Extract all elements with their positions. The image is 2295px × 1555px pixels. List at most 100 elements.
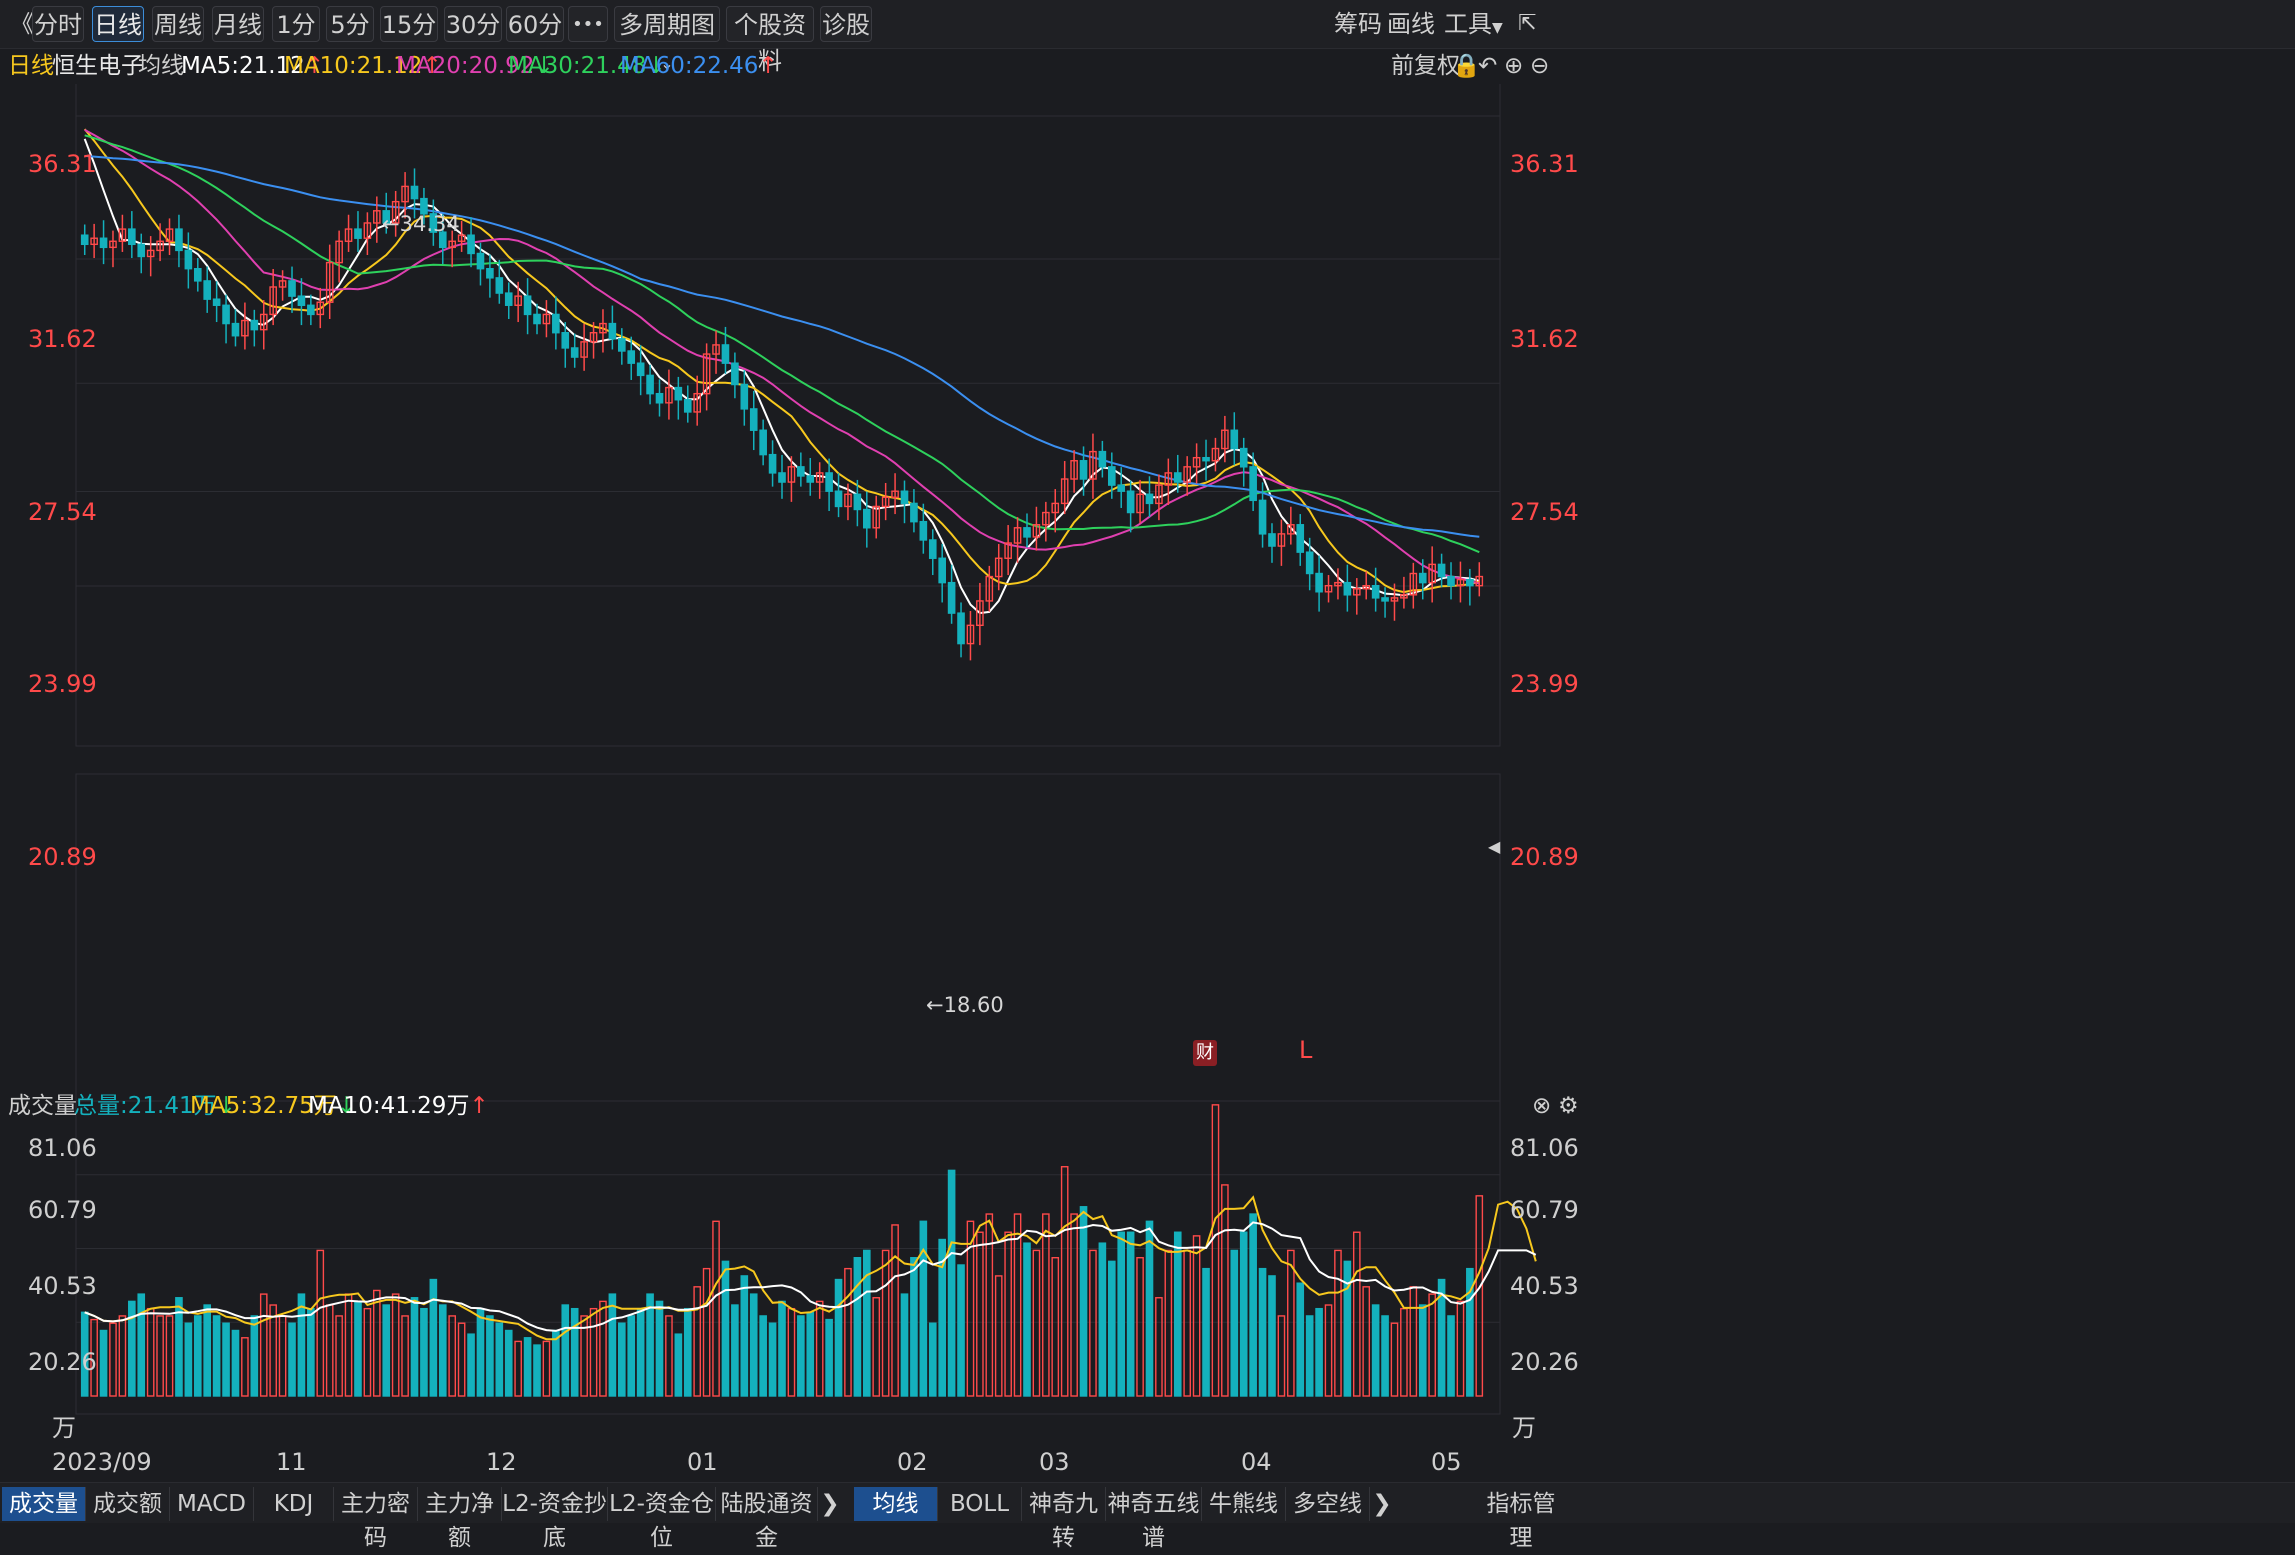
- volume-bar: [928, 1322, 937, 1397]
- low-annotation: ←18.60: [926, 993, 1004, 1017]
- candle-body: [1334, 581, 1342, 587]
- zoom-in-icon[interactable]: ⊕: [1504, 53, 1524, 79]
- adjust-button[interactable]: 前复权: [1391, 53, 1460, 79]
- candle-body: [1089, 450, 1097, 480]
- close-icon[interactable]: ⊗: [1532, 1093, 1552, 1119]
- volume-bar: [467, 1333, 475, 1397]
- kline-chart[interactable]: [0, 84, 2295, 1524]
- volume-bar: [608, 1293, 617, 1397]
- candle-body: [128, 228, 136, 246]
- candle-body: [486, 268, 494, 279]
- candle-body: [749, 408, 758, 431]
- l-marker[interactable]: L: [1299, 1036, 1313, 1064]
- tab-l2-bottom[interactable]: L2-资金抄底: [502, 1487, 608, 1551]
- multi-period-button[interactable]: 多周期图 ⌄: [614, 6, 720, 73]
- diagnose-button[interactable]: 诊股: [820, 6, 872, 42]
- period-tab-60min[interactable]: 60分: [506, 6, 564, 42]
- period-tab-weekly[interactable]: 周线: [152, 6, 204, 42]
- expand-icon[interactable]: ⇱: [1518, 11, 1537, 36]
- candle-body: [1070, 460, 1078, 480]
- candle-body: [1428, 563, 1436, 584]
- volume-bar: [146, 1307, 155, 1397]
- tab-long-short[interactable]: 多空线: [1286, 1487, 1370, 1521]
- volume-bar: [1089, 1249, 1097, 1397]
- volume-bar: [231, 1329, 240, 1397]
- tab-magic-five[interactable]: 神奇五线谱: [1106, 1487, 1202, 1551]
- candle-body: [627, 350, 636, 364]
- chevron-right-icon[interactable]: ❯: [820, 1491, 840, 1517]
- volume-tick-right: 81.06: [1510, 1134, 1579, 1162]
- volume-ma10-line: [84, 1195, 1537, 1341]
- price-tick-right: 27.54: [1510, 498, 1579, 526]
- candle-body: [1230, 429, 1239, 450]
- tab-main-code[interactable]: 主力密码: [334, 1487, 418, 1551]
- tab-kdj[interactable]: KDJ: [254, 1487, 334, 1521]
- tab-ma-overlay[interactable]: 均线: [854, 1487, 938, 1521]
- volume-bar: [542, 1340, 551, 1397]
- volume-bar: [618, 1322, 626, 1397]
- candle-body: [1202, 456, 1210, 462]
- volume-tick-right: 20.26: [1510, 1348, 1579, 1376]
- tab-bull-bear[interactable]: 牛熊线: [1202, 1487, 1286, 1521]
- volume-bar: [373, 1289, 381, 1397]
- candle-body: [438, 231, 447, 249]
- period-tab-5min[interactable]: 5分: [326, 6, 374, 42]
- tab-macd[interactable]: MACD: [170, 1487, 254, 1521]
- back-icon[interactable]: 《: [10, 10, 34, 38]
- chevron-right-icon[interactable]: ❯: [1372, 1491, 1392, 1517]
- period-tab-30min[interactable]: 30分: [444, 6, 502, 42]
- volume-bar: [976, 1231, 984, 1397]
- candle-body: [1343, 581, 1352, 596]
- tools-button[interactable]: 工具▼: [1444, 6, 1503, 42]
- period-tab-monthly[interactable]: 月线: [212, 6, 264, 42]
- volume-bar: [278, 1315, 287, 1397]
- candle-body: [99, 237, 108, 249]
- chips-button[interactable]: 筹码: [1334, 10, 1382, 38]
- volume-bar: [410, 1297, 419, 1397]
- zoom-out-icon[interactable]: ⊖: [1530, 53, 1550, 79]
- tab-l2-position[interactable]: L2-资金仓位: [608, 1487, 716, 1551]
- period-tab-daily[interactable]: 日线: [92, 6, 144, 42]
- date-tick: 11: [276, 1448, 307, 1476]
- price-tick-left: 27.54: [28, 498, 97, 526]
- up-arrow-icon: ↑: [758, 53, 778, 79]
- volume-bar: [1268, 1275, 1276, 1397]
- volume-bar: [1126, 1231, 1135, 1397]
- undo-icon[interactable]: ↶: [1478, 53, 1498, 79]
- tab-boll[interactable]: BOLL: [938, 1487, 1022, 1521]
- volume-bar: [344, 1293, 353, 1397]
- candle-body: [137, 243, 146, 258]
- draw-button[interactable]: 画线: [1387, 10, 1435, 38]
- indicator-manage-button[interactable]: 指标管理: [1486, 1491, 1556, 1551]
- volume-bar: [1221, 1184, 1229, 1397]
- period-tab-fenshi[interactable]: 分时: [32, 6, 84, 42]
- candle-body: [391, 200, 400, 224]
- volume-bar: [1447, 1315, 1455, 1397]
- finance-marker[interactable]: 财: [1193, 1040, 1217, 1066]
- period-tab-15min[interactable]: 15分: [380, 6, 438, 42]
- candle-body: [731, 362, 739, 386]
- volume-bar: [1136, 1257, 1144, 1397]
- stock-info-button[interactable]: 个股资料: [726, 6, 814, 75]
- period-tab-1min[interactable]: 1分: [272, 6, 320, 42]
- more-icon[interactable]: •••: [568, 6, 608, 42]
- volume-bar: [552, 1329, 560, 1397]
- volume-bar: [759, 1315, 767, 1397]
- candle-body: [514, 295, 522, 306]
- tab-volume[interactable]: 成交量: [2, 1487, 86, 1521]
- volume-bar: [749, 1293, 758, 1397]
- volume-bar: [636, 1307, 645, 1397]
- volume-bar: [354, 1300, 362, 1397]
- lock-icon[interactable]: 🔒: [1452, 53, 1481, 79]
- gear-icon[interactable]: ⚙: [1558, 1093, 1579, 1119]
- candle-body: [118, 228, 127, 242]
- tab-turnover[interactable]: 成交额: [86, 1487, 170, 1521]
- tab-magic-nine[interactable]: 神奇九转: [1022, 1487, 1106, 1551]
- volume-bar: [778, 1300, 786, 1397]
- tab-main-net[interactable]: 主力净额: [418, 1487, 502, 1551]
- candle-body: [1221, 429, 1229, 450]
- volume-bar: [721, 1260, 730, 1397]
- tab-hk-connect[interactable]: 陆股通资金: [716, 1487, 818, 1551]
- volume-bar: [1013, 1213, 1022, 1397]
- candle-body: [618, 338, 626, 352]
